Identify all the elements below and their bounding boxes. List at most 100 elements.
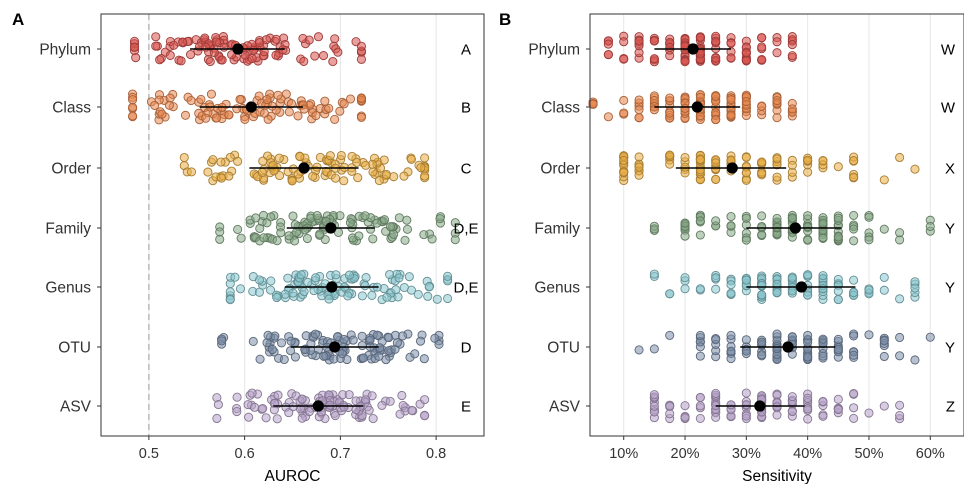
data-point xyxy=(304,35,314,45)
data-point xyxy=(833,404,843,415)
data-point xyxy=(330,410,340,421)
data-point xyxy=(324,103,334,113)
data-point xyxy=(230,272,240,282)
data-point xyxy=(250,402,260,412)
data-point xyxy=(649,390,659,400)
mean-point xyxy=(298,162,310,174)
data-point xyxy=(201,42,211,52)
data-point xyxy=(803,352,813,362)
mean-point xyxy=(325,222,337,234)
data-point xyxy=(741,152,751,163)
data-point xyxy=(278,45,288,55)
data-point xyxy=(803,404,813,414)
data-point xyxy=(423,291,433,301)
data-point xyxy=(233,224,243,234)
data-point xyxy=(420,153,430,163)
data-point xyxy=(849,210,859,220)
data-point xyxy=(833,286,843,296)
data-point xyxy=(311,111,321,121)
data-point xyxy=(420,171,430,181)
data-point xyxy=(895,294,905,304)
data-point xyxy=(665,330,675,340)
data-point xyxy=(680,152,690,163)
data-point xyxy=(379,155,389,165)
data-point xyxy=(619,37,629,47)
data-point xyxy=(427,234,437,244)
data-point xyxy=(268,160,278,170)
data-point xyxy=(295,404,306,414)
data-point xyxy=(257,167,267,178)
data-point xyxy=(864,212,874,222)
data-point xyxy=(217,55,227,65)
data-point xyxy=(331,270,341,280)
data-point xyxy=(217,336,227,346)
data-point xyxy=(293,111,303,121)
data-point xyxy=(741,335,751,345)
data-point xyxy=(787,286,797,296)
data-point xyxy=(665,409,675,419)
data-point xyxy=(357,291,367,301)
category-label: Class xyxy=(52,100,91,117)
mean-point xyxy=(232,43,244,55)
data-point xyxy=(165,50,175,60)
data-point xyxy=(849,389,859,399)
data-point xyxy=(879,285,889,295)
data-point xyxy=(711,53,721,63)
data-point xyxy=(680,231,690,241)
significance-letter: D,E xyxy=(453,280,478,297)
data-point xyxy=(259,233,269,243)
data-point xyxy=(726,346,736,356)
data-point xyxy=(726,280,736,290)
data-point xyxy=(150,100,160,110)
data-point xyxy=(443,271,453,281)
data-point xyxy=(272,236,282,246)
data-point xyxy=(849,331,859,341)
data-point xyxy=(344,390,354,400)
data-point xyxy=(833,295,843,305)
data-point xyxy=(864,330,874,340)
data-point xyxy=(879,224,889,234)
data-point xyxy=(818,218,828,228)
data-point xyxy=(367,391,377,401)
data-point xyxy=(266,276,276,286)
data-point xyxy=(335,211,345,221)
data-point xyxy=(367,290,377,300)
data-point xyxy=(128,102,138,112)
significance-letter: D,E xyxy=(453,221,478,238)
data-point xyxy=(787,232,797,242)
data-point xyxy=(358,353,369,363)
data-point xyxy=(345,94,356,104)
data-point xyxy=(258,156,268,166)
data-point xyxy=(319,351,329,361)
significance-letter: X xyxy=(945,161,955,178)
data-point xyxy=(288,288,298,298)
data-point xyxy=(333,47,343,57)
data-point xyxy=(787,51,797,61)
data-point xyxy=(772,287,782,298)
data-point xyxy=(261,413,271,423)
mean-point xyxy=(789,222,801,234)
data-point xyxy=(131,53,141,63)
data-point xyxy=(374,351,384,361)
data-point xyxy=(849,350,859,360)
data-point xyxy=(413,289,423,300)
data-point xyxy=(895,332,905,343)
data-point xyxy=(649,36,659,46)
data-point xyxy=(680,412,690,422)
data-point xyxy=(711,91,721,101)
data-point xyxy=(315,229,325,239)
data-point xyxy=(381,169,391,179)
x-tick-label: 10% xyxy=(609,446,638,462)
data-point xyxy=(251,213,261,223)
data-point xyxy=(360,211,370,221)
data-point xyxy=(910,355,920,365)
data-point xyxy=(419,354,429,364)
data-point xyxy=(398,331,408,341)
data-point xyxy=(787,332,797,342)
data-point xyxy=(258,210,269,221)
x-tick-label: 40% xyxy=(793,446,822,462)
data-point xyxy=(342,354,352,365)
data-point xyxy=(711,388,721,398)
significance-letter: B xyxy=(461,100,471,117)
data-point xyxy=(295,152,305,162)
